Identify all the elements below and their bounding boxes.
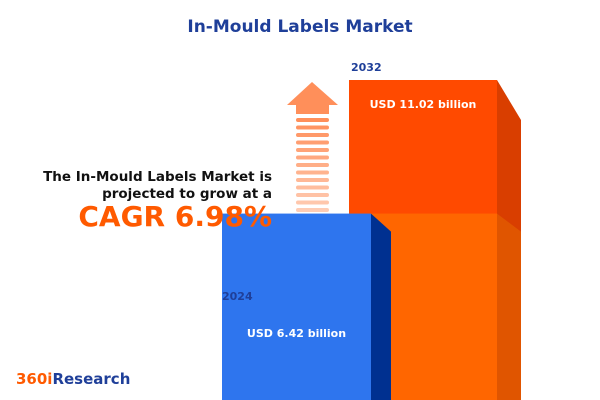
- bar-2024-side: [371, 213, 391, 400]
- logo-suffix: Research: [52, 370, 131, 388]
- bar-label-2024: USD 6.42 billion: [246, 327, 347, 340]
- year-label-2032: 2032: [351, 61, 382, 74]
- arrow-stripe: [296, 193, 329, 197]
- logo-prefix: 360i: [16, 370, 53, 388]
- bar-2032-lower-side: [497, 213, 521, 400]
- cagr-value: CAGR 6.98%: [78, 200, 272, 233]
- arrow-stripe: [296, 185, 329, 190]
- year-label-2024: 2024: [222, 290, 253, 303]
- logo: 360iResearch: [16, 370, 130, 388]
- arrow-stripe: [296, 125, 329, 130]
- description-line-1: The In-Mould Labels Market is: [43, 169, 272, 185]
- bar-2024: [222, 213, 371, 400]
- arrow-stripe: [296, 133, 329, 137]
- arrow-stripe: [296, 148, 329, 152]
- arrow-head: [287, 82, 338, 105]
- arrow-stripe: [296, 155, 329, 160]
- arrow-stripe: [296, 170, 329, 175]
- arrow-stripe: [296, 200, 329, 205]
- arrow-stem: [296, 104, 329, 114]
- arrow-stripe: [296, 178, 329, 182]
- bar-label-2032: USD 11.02 billion: [369, 98, 477, 111]
- arrow-stripe: [296, 118, 329, 122]
- chart-title: In-Mould Labels Market: [187, 17, 413, 37]
- arrow-stripe: [296, 140, 329, 145]
- description-line-2: projected to grow at a: [102, 186, 272, 202]
- arrow-stripe: [296, 163, 329, 167]
- arrow-stripe: [296, 208, 329, 212]
